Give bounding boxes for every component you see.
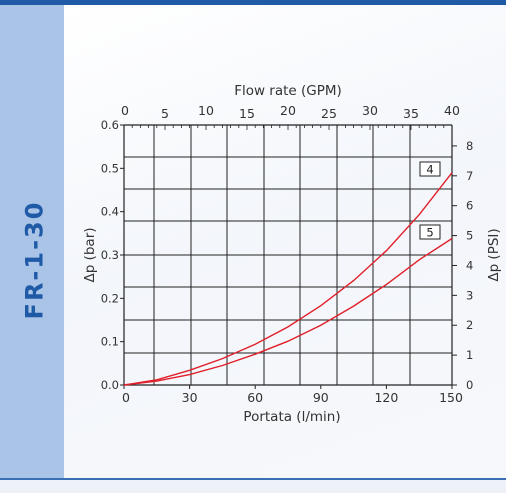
y-tick-label: 0.3 bbox=[101, 248, 119, 262]
x-tick-label: 120 bbox=[374, 390, 398, 405]
series-line-5 bbox=[123, 237, 453, 386]
chart-panel bbox=[64, 5, 506, 493]
y-tick-label: 0.5 bbox=[101, 161, 119, 175]
series-label-box-4 bbox=[419, 161, 441, 177]
y-tick-label: 0.4 bbox=[101, 205, 119, 219]
bottom-accent-line bbox=[0, 478, 506, 480]
bottom-band bbox=[0, 478, 506, 493]
y-tick-label: 0.1 bbox=[101, 335, 119, 349]
x-top-tick-label: 0 bbox=[121, 103, 129, 118]
y-right-tick-label: 8 bbox=[466, 139, 473, 153]
x-top-tick-label: 5 bbox=[161, 106, 169, 121]
x-tick-label: 150 bbox=[439, 390, 463, 405]
series-label-4: 4 bbox=[426, 163, 433, 177]
x-top-tick-label: 15 bbox=[239, 106, 255, 121]
series-line-4 bbox=[123, 172, 453, 386]
x-tick-label: 60 bbox=[247, 390, 263, 405]
y-axis-title: Δp (bar) bbox=[82, 227, 98, 282]
y-right-tick-label: 7 bbox=[466, 169, 473, 183]
x-top-axis-title: Flow rate (GPM) bbox=[234, 83, 342, 99]
y-right-tick-label: 3 bbox=[466, 288, 473, 302]
y-right-tick-label: 4 bbox=[466, 258, 473, 272]
y-right-axis-title: Δp (PSI) bbox=[486, 228, 502, 281]
y-right-tick-label: 5 bbox=[466, 229, 473, 243]
y-tick-label: 0.6 bbox=[101, 118, 119, 132]
x-top-tick-label: 30 bbox=[362, 103, 378, 118]
series-label-box-5 bbox=[419, 224, 441, 240]
sidebar: FR-1-30 bbox=[0, 5, 64, 493]
x-axis-title: Portata (l/min) bbox=[243, 409, 340, 425]
top-accent-bar bbox=[0, 0, 506, 5]
x-top-tick-label: 25 bbox=[321, 106, 337, 121]
x-top-tick-label: 40 bbox=[444, 103, 460, 118]
x-top-tick-label: 35 bbox=[403, 106, 419, 121]
x-tick-label: 30 bbox=[182, 390, 198, 405]
y-right-tick-label: 1 bbox=[466, 348, 473, 362]
x-tick-label: 90 bbox=[313, 390, 329, 405]
y-right-tick-label: 6 bbox=[466, 199, 473, 213]
x-top-tick-label: 20 bbox=[280, 103, 296, 118]
x-top-tick-label: 10 bbox=[198, 103, 214, 118]
y-tick-label: 0.0 bbox=[101, 378, 119, 392]
x-tick-label: 0 bbox=[122, 390, 130, 405]
y-tick-label: 0.2 bbox=[101, 291, 119, 305]
y-right-tick-label: 0 bbox=[466, 378, 473, 392]
series-label-5: 5 bbox=[426, 226, 433, 240]
y-right-tick-label: 2 bbox=[466, 318, 473, 332]
